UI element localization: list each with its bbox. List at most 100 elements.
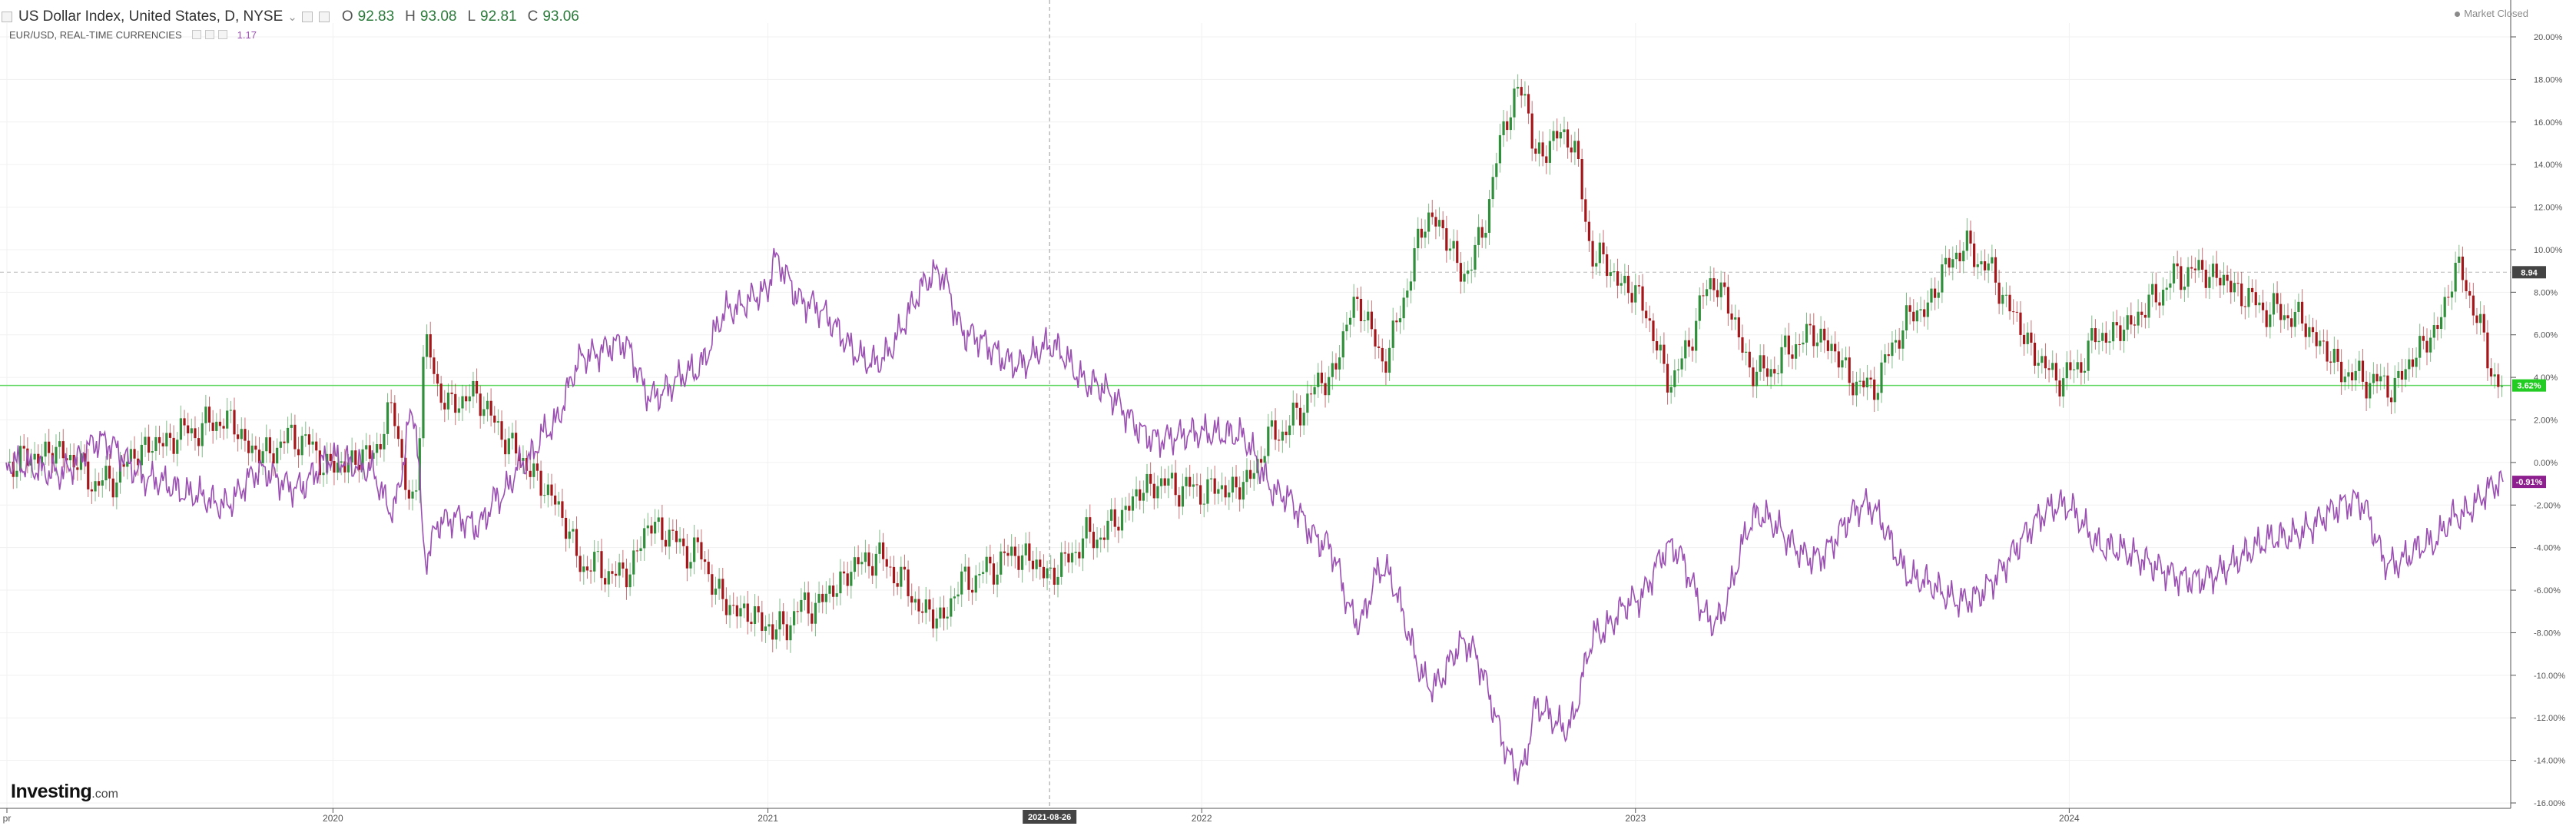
candle-body [1852, 383, 1855, 396]
candle-body [1656, 340, 1659, 351]
candle-body [2265, 310, 2268, 327]
candle-body [1880, 362, 1883, 393]
candle-body [661, 517, 664, 540]
candle-body [1003, 551, 1006, 553]
candle-body [782, 611, 785, 625]
candle-body [518, 453, 521, 462]
settings-icon[interactable] [318, 12, 330, 22]
overlay-visibility-icon[interactable] [191, 30, 201, 39]
candle-body [850, 572, 853, 586]
candle-body [2154, 284, 2157, 303]
candle-body [1398, 318, 1402, 323]
candle-body [22, 446, 25, 449]
candle-body [628, 574, 632, 588]
candle-body [2240, 284, 2243, 307]
candle-body [1858, 380, 1862, 382]
candle-body [543, 495, 546, 496]
y-axis-ticks: 20.00% 18.00% 16.00% 14.00% 12.00% 10.00% 8.00… [2511, 33, 2565, 808]
candle-body [2475, 315, 2478, 323]
candle-body [1359, 298, 1363, 321]
candle-body [1645, 310, 1648, 319]
eur-last-badge-bg [2512, 476, 2546, 489]
candle-body [1288, 425, 1291, 436]
candle-body [304, 434, 307, 436]
candle-body [1712, 278, 1716, 290]
candle-body [1345, 324, 1348, 332]
candle-body [61, 441, 65, 459]
collapse-legend-icon[interactable] [2, 12, 12, 22]
candle-body [1566, 129, 1570, 148]
candle-body [1769, 369, 1772, 377]
candle-body [1652, 320, 1655, 341]
candle-body [1919, 309, 1922, 310]
candle-body [2397, 370, 2400, 378]
candle-body [1170, 473, 1174, 479]
candle-body [2222, 274, 2226, 286]
dxy-last-badge: 3.62% [2517, 382, 2541, 391]
candle-body [1630, 293, 1633, 303]
candle-body [1206, 479, 1209, 504]
candle-body [2087, 340, 2090, 371]
candle-body [2308, 327, 2311, 337]
candle-body [1378, 346, 1381, 348]
axes [0, 0, 2511, 809]
candle-body [1780, 347, 1783, 373]
candle-body [1698, 295, 1701, 321]
overlay-settings-icon[interactable] [204, 30, 214, 39]
candle-body [511, 433, 514, 439]
candle-body [2112, 322, 2115, 342]
candle-body [1580, 159, 1583, 200]
candle-body [187, 425, 190, 433]
candle-body [2215, 264, 2218, 278]
low-label: L [467, 8, 476, 25]
candle-body [2101, 333, 2104, 341]
candle-body [247, 440, 250, 453]
y-tick-label: 16.00% [2534, 118, 2563, 128]
overlay-remove-icon[interactable] [217, 30, 227, 39]
candle-body [293, 424, 297, 450]
x-axis-ticks: pr 2020 2021 2022 2023 2024 [3, 808, 2080, 824]
candle-body [1110, 509, 1113, 521]
candle-body [1220, 485, 1224, 489]
candle-body [1331, 363, 1334, 377]
candle-body [250, 445, 254, 453]
candle-body [1224, 485, 1227, 498]
y-tick-label: -16.00% [2534, 799, 2565, 808]
visibility-icon[interactable] [301, 12, 313, 22]
candle-body [357, 464, 361, 470]
candle-body [265, 437, 268, 452]
candle-body [1666, 363, 1669, 393]
candle-body [707, 562, 710, 575]
candle-body [585, 566, 589, 571]
candle-body [1552, 131, 1555, 141]
candle-body [2422, 336, 2425, 341]
candle-body [1798, 344, 1801, 346]
candle-body [1606, 254, 1609, 277]
candle-body [1270, 420, 1274, 427]
candle-body [2479, 314, 2482, 323]
candle-body [197, 438, 201, 446]
candle-body [2404, 369, 2407, 380]
candle-body [1613, 271, 1616, 273]
y-tick-label: 20.00% [2534, 33, 2563, 42]
candle-body [1017, 556, 1020, 570]
candle-body [1958, 252, 1961, 262]
candle-body [600, 551, 603, 579]
candle-body [450, 392, 453, 394]
candle-body [393, 403, 396, 426]
candle-body [1035, 559, 1038, 569]
candle-body [618, 562, 621, 576]
candle-body [913, 599, 917, 603]
candle-body [1948, 257, 1951, 268]
candle-body [1106, 520, 1109, 540]
candle-body [807, 592, 810, 614]
candle-body [2279, 304, 2283, 320]
candle-body [68, 454, 72, 461]
candle-body [1527, 94, 1530, 114]
dropdown-icon[interactable]: ⌄ [287, 11, 297, 24]
candle-body [917, 599, 920, 612]
candle-body [1298, 407, 1302, 426]
candle-body [404, 457, 407, 490]
